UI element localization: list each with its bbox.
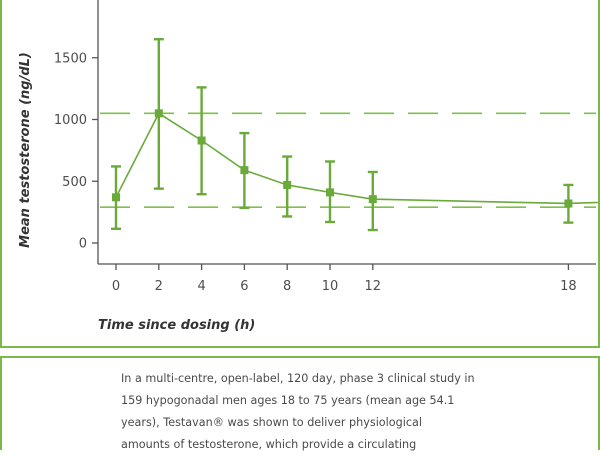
data-point-marker: [564, 199, 573, 208]
x-tick-label: 0: [112, 279, 120, 294]
y-tick-label: 1500: [54, 51, 87, 66]
x-tick-label: 2: [155, 279, 163, 294]
body-text-line: In a multi-centre, open-label, 120 day, …: [121, 372, 475, 385]
data-point-marker: [154, 109, 163, 118]
data-point-marker: [240, 166, 249, 175]
body-text-line: 159 hypogonadal men ages 18 to 75 years …: [121, 394, 455, 407]
data-point-marker: [283, 180, 292, 189]
data-point-marker: [112, 193, 120, 202]
y-tick-label: 1000: [54, 113, 87, 128]
x-axis-title: Time since dosing (h): [98, 318, 255, 333]
description-panel: [0, 356, 600, 450]
x-tick-label: 6: [240, 279, 248, 294]
x-tick-label: 12: [365, 279, 382, 294]
body-text-line: amounts of testosterone, which provide a…: [121, 438, 417, 451]
y-tick-label: 0: [79, 237, 87, 252]
x-tick-label: 8: [283, 279, 291, 294]
x-tick-label: 18: [560, 279, 577, 294]
body-paragraph: In a multi-centre, open-label, 120 day, …: [121, 368, 501, 456]
data-point-marker: [326, 188, 334, 197]
x-tick-label: 4: [197, 279, 205, 294]
x-tick-label: 10: [322, 279, 339, 294]
body-text-line: years), Testavan® was shown to deliver p…: [121, 416, 422, 429]
testosterone-chart: 0500100015000246810121824 Time since dos…: [18, 0, 598, 333]
series-line: [115, 112, 598, 205]
data-point-marker: [368, 195, 377, 204]
y-axis-title: Mean testosterone (ng/dL): [18, 52, 33, 248]
y-tick-label: 500: [62, 175, 87, 190]
data-point-marker: [197, 136, 206, 145]
chart-panel: 0500100015000246810121824 Time since dos…: [0, 0, 600, 348]
